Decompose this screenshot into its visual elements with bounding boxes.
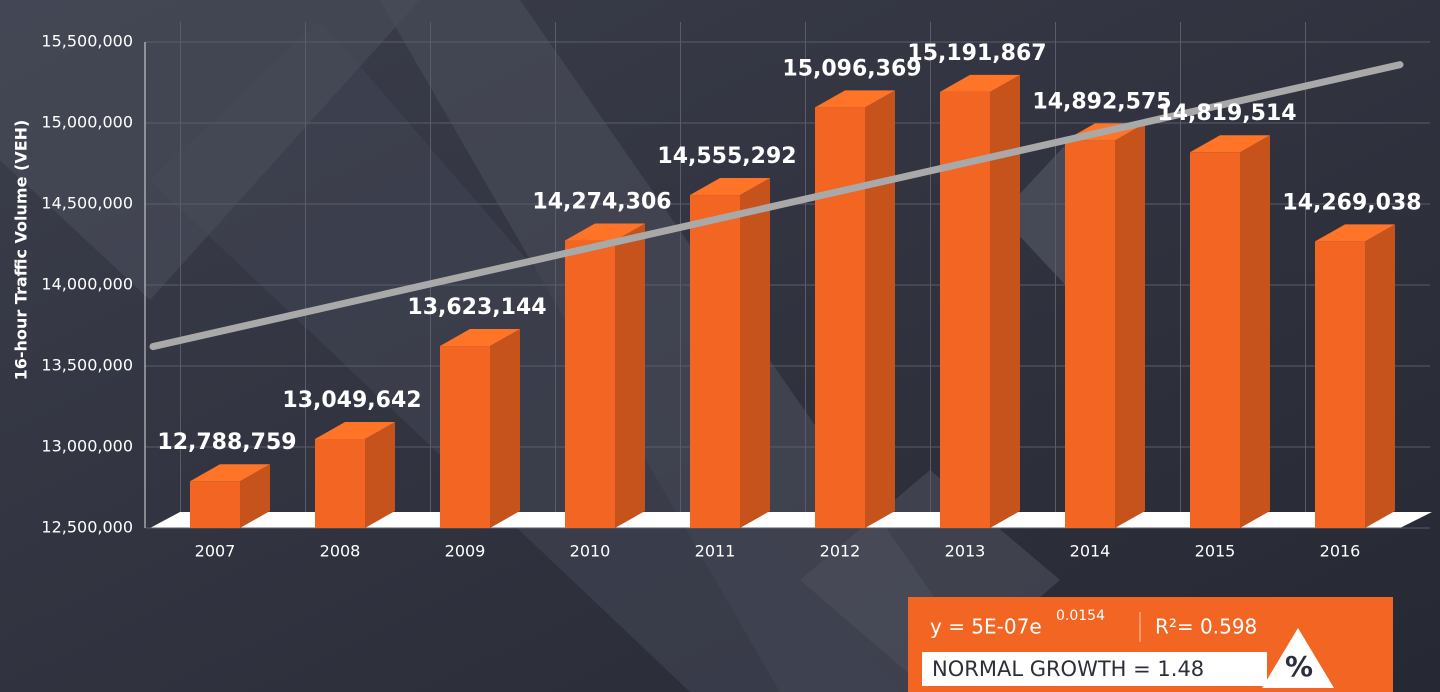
bar-front (190, 481, 240, 528)
bar-top (1190, 135, 1270, 153)
value-label: 13,623,144 (407, 295, 546, 320)
bar-front (1065, 140, 1115, 529)
x-tick-label: 2012 (820, 542, 861, 561)
bar-side (990, 74, 1020, 529)
growth: NORMAL GROWTH = 1.48 (932, 657, 1204, 681)
r-squared: R²= 0.598 (1155, 615, 1257, 639)
bar-side (865, 90, 895, 529)
bar-top (440, 329, 520, 347)
y-tick-label: 15,500,000 (41, 32, 133, 51)
bar-side (490, 329, 520, 528)
bar-front (565, 240, 615, 528)
x-tick-label: 2009 (445, 542, 486, 561)
bar-front (815, 107, 865, 529)
x-tick-label: 2014 (1070, 542, 1111, 561)
y-tick-label: 13,000,000 (41, 437, 133, 456)
equation-exponent: 0.0154 (1056, 608, 1105, 624)
bar-top (690, 178, 770, 196)
y-tick-label: 13,500,000 (41, 356, 133, 375)
bar-side (365, 421, 395, 528)
growth-triangle (1262, 628, 1334, 688)
y-tick-label: 15,000,000 (41, 113, 133, 132)
y-tick-label: 14,500,000 (41, 194, 133, 213)
x-tick-label: 2008 (320, 542, 361, 561)
value-label: 14,274,306 (532, 190, 671, 215)
bar-side (615, 223, 645, 528)
bar-side (1240, 135, 1270, 528)
value-label: 14,555,292 (657, 144, 796, 169)
growth-unit: % (1285, 650, 1313, 683)
growth-box (922, 652, 1267, 686)
bar-front (315, 438, 365, 528)
value-label: 12,788,759 (157, 430, 296, 455)
bar-front (1190, 152, 1240, 528)
equation: y = 5E-07e (930, 615, 1042, 639)
bar-front (1315, 241, 1365, 529)
bar-side (1365, 224, 1395, 529)
value-label: 14,819,514 (1157, 101, 1296, 126)
x-tick-label: 2013 (945, 542, 986, 561)
value-label: 14,269,038 (1282, 190, 1421, 215)
bar-top (940, 74, 1020, 92)
bar-side (740, 178, 770, 528)
value-label: 15,191,867 (907, 41, 1046, 66)
bar-top (815, 90, 895, 108)
y-axis-label: 16-hour Traffic Volume (VEH) (12, 120, 31, 381)
trendline (149, 61, 1404, 351)
value-label: 14,892,575 (1032, 89, 1171, 114)
x-tick-label: 2016 (1320, 542, 1361, 561)
value-label: 13,049,642 (282, 388, 421, 413)
x-tick-label: 2011 (695, 542, 736, 561)
y-tick-label: 14,000,000 (41, 275, 133, 294)
value-label: 15,096,369 (782, 56, 921, 81)
bar-top (315, 421, 395, 439)
bar-top (190, 464, 270, 482)
bar-top (565, 223, 645, 241)
x-tick-label: 2015 (1195, 542, 1236, 561)
bar-front (440, 346, 490, 528)
x-tick-label: 2010 (570, 542, 611, 561)
bar-side (240, 464, 270, 528)
y-tick-label: 12,500,000 (41, 518, 133, 537)
bar-front (690, 195, 740, 528)
bg-shape (0, 0, 420, 300)
x-tick-label: 2007 (195, 542, 236, 561)
bar-side (1115, 123, 1145, 529)
bar-top (1315, 224, 1395, 242)
